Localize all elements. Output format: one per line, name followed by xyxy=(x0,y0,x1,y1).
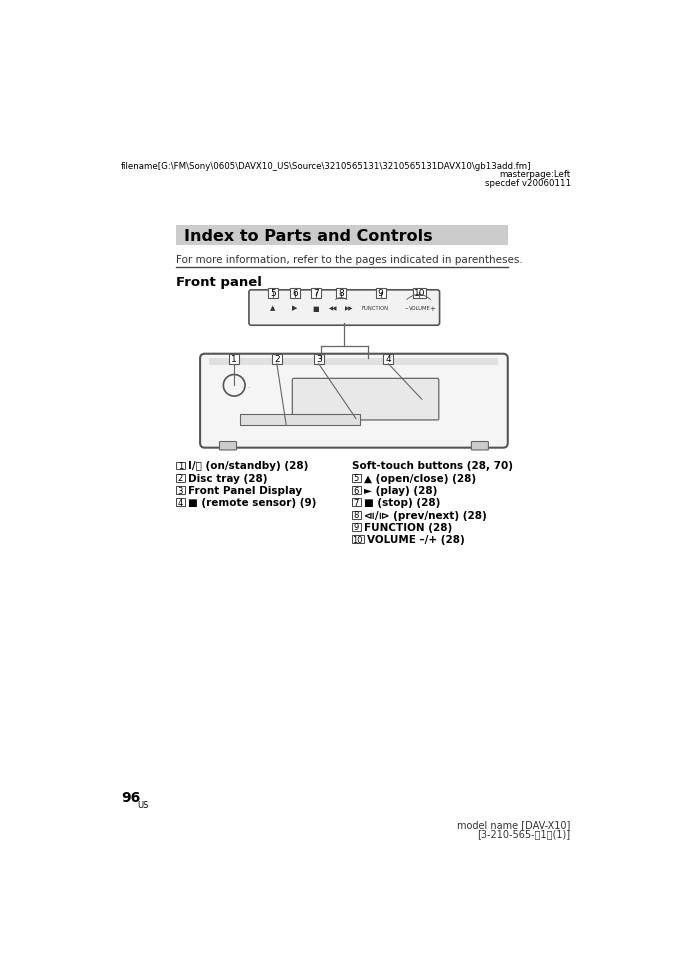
Bar xyxy=(383,355,393,364)
Text: 4: 4 xyxy=(178,498,183,507)
Bar xyxy=(376,288,386,298)
Text: ► (play) (28): ► (play) (28) xyxy=(364,485,437,496)
Text: 6: 6 xyxy=(292,289,299,297)
Bar xyxy=(229,355,239,364)
Text: 9: 9 xyxy=(378,289,384,297)
Text: 2: 2 xyxy=(274,355,280,364)
Text: 1: 1 xyxy=(178,461,183,471)
Text: For more information, refer to the pages indicated in parentheses.: For more information, refer to the pages… xyxy=(176,254,523,264)
Text: ·  ·: · · xyxy=(242,385,250,390)
Text: ▶▶: ▶▶ xyxy=(345,306,353,311)
Bar xyxy=(209,359,498,365)
Text: 9: 9 xyxy=(353,523,359,532)
Text: 10: 10 xyxy=(414,289,425,297)
Text: ⧏/⧐ (prev/next) (28): ⧏/⧐ (prev/next) (28) xyxy=(364,510,486,520)
Text: VOLUME: VOLUME xyxy=(408,306,431,311)
Text: filename[G:\FM\Sony\0605\DAVX10_US\Source\3210565131\3210565131DAVX10\gb13add.fm: filename[G:\FM\Sony\0605\DAVX10_US\Sourc… xyxy=(121,162,531,171)
Bar xyxy=(271,355,282,364)
Text: FUNCTION: FUNCTION xyxy=(362,306,389,311)
Text: 8: 8 xyxy=(338,289,344,297)
Text: Front panel: Front panel xyxy=(176,275,262,289)
Bar xyxy=(290,288,301,298)
Text: 96: 96 xyxy=(121,790,140,803)
Bar xyxy=(311,288,322,298)
Text: masterpage:Left: masterpage:Left xyxy=(500,170,571,179)
Text: FUNCTION (28): FUNCTION (28) xyxy=(364,522,452,533)
FancyBboxPatch shape xyxy=(471,442,488,451)
Bar xyxy=(176,487,185,495)
Bar xyxy=(176,499,185,507)
Text: 4: 4 xyxy=(386,355,391,364)
Bar xyxy=(176,475,185,482)
Text: 3: 3 xyxy=(177,486,183,495)
Text: ▲ (open/close) (28): ▲ (open/close) (28) xyxy=(364,474,476,483)
Bar xyxy=(352,536,364,543)
FancyBboxPatch shape xyxy=(200,355,508,448)
Text: Index to Parts and Controls: Index to Parts and Controls xyxy=(184,229,433,243)
Bar xyxy=(413,288,426,298)
Text: 10: 10 xyxy=(353,536,363,544)
Text: Front Panel Display: Front Panel Display xyxy=(188,485,302,496)
Text: ▶: ▶ xyxy=(292,305,297,312)
Bar xyxy=(352,487,361,495)
Text: 5: 5 xyxy=(270,289,276,297)
Bar xyxy=(176,226,508,246)
Bar xyxy=(352,499,361,507)
Text: I/⏻ (on/standby) (28): I/⏻ (on/standby) (28) xyxy=(188,461,308,471)
Text: Soft-touch buttons (28, 70): Soft-touch buttons (28, 70) xyxy=(352,460,513,470)
Bar xyxy=(176,462,185,470)
Text: 2: 2 xyxy=(178,474,183,482)
Bar xyxy=(352,475,361,482)
Bar xyxy=(313,355,324,364)
Bar xyxy=(268,288,278,298)
Text: 3: 3 xyxy=(315,355,322,364)
Text: ■ (stop) (28): ■ (stop) (28) xyxy=(364,497,440,508)
FancyBboxPatch shape xyxy=(249,291,439,326)
Bar xyxy=(352,511,361,519)
Text: +: + xyxy=(429,305,435,312)
Bar xyxy=(240,415,359,425)
FancyBboxPatch shape xyxy=(219,442,236,451)
Text: model name [DAV-X10]: model name [DAV-X10] xyxy=(457,819,571,829)
Bar xyxy=(352,523,361,531)
Text: ◀◀: ◀◀ xyxy=(329,306,338,311)
Text: 8: 8 xyxy=(353,511,359,519)
Text: ▲: ▲ xyxy=(270,305,276,312)
Bar xyxy=(336,288,346,298)
Text: VOLUME –/+ (28): VOLUME –/+ (28) xyxy=(367,535,464,545)
Text: ■ (remote sensor) (9): ■ (remote sensor) (9) xyxy=(188,497,316,508)
Text: [3-210-565-1(1)]: [3-210-565-1(1)] xyxy=(477,828,571,838)
Text: –: – xyxy=(404,305,408,312)
Text: 6: 6 xyxy=(353,486,359,495)
Text: Disc tray (28): Disc tray (28) xyxy=(188,474,267,483)
Text: US: US xyxy=(137,801,149,809)
Text: ■: ■ xyxy=(312,305,319,312)
Text: specdef v20060111: specdef v20060111 xyxy=(485,179,571,188)
Text: 7: 7 xyxy=(353,498,359,507)
Text: 7: 7 xyxy=(313,289,320,297)
FancyBboxPatch shape xyxy=(292,379,439,420)
Text: 1: 1 xyxy=(232,355,237,364)
Text: 5: 5 xyxy=(353,474,359,482)
